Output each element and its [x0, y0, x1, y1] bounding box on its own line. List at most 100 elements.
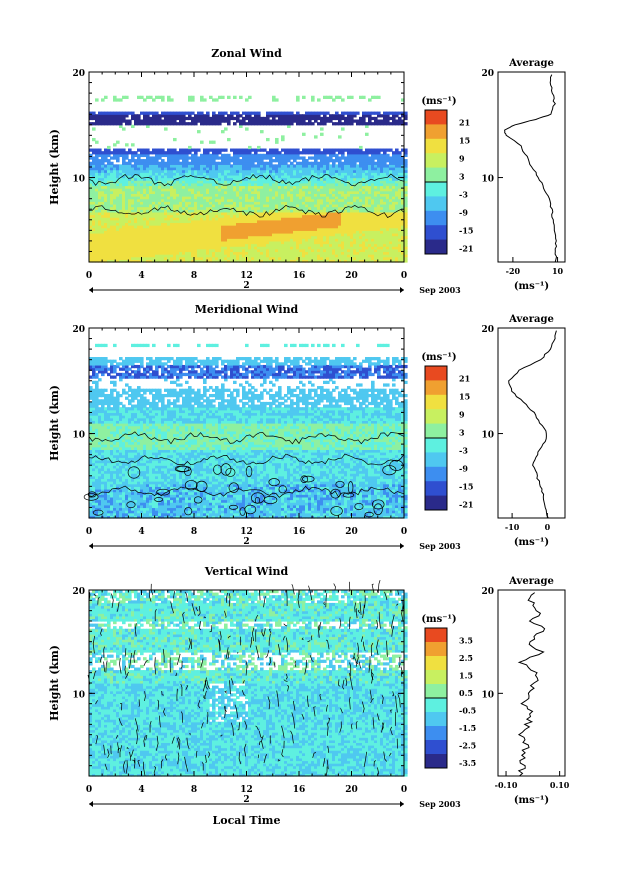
colorbar-tick-label: 15 — [459, 136, 470, 146]
x-tick-label: 12 — [240, 527, 253, 537]
contour-line — [313, 706, 316, 717]
x-tick-label: 20 — [345, 785, 358, 795]
contour-line — [242, 680, 245, 684]
colorbar-tick-label: 3 — [459, 428, 465, 438]
contour-line — [382, 465, 397, 476]
contour-line — [124, 674, 128, 679]
contour-line — [228, 482, 239, 493]
contour-line — [250, 637, 252, 648]
profile-frame — [497, 589, 566, 777]
contour-line — [377, 579, 381, 594]
contour-line — [261, 735, 264, 749]
profile-y-tick-label: 10 — [481, 431, 494, 441]
contour-line — [148, 589, 152, 602]
heatmap-field — [89, 95, 408, 263]
contour-line — [356, 656, 359, 665]
contour-line — [220, 463, 232, 476]
profile-y-tick-label: 10 — [481, 690, 494, 700]
contour-line — [95, 734, 99, 745]
colorbar-tick-label: 9 — [459, 154, 465, 164]
contour-line — [184, 756, 189, 772]
contour-line — [340, 708, 343, 714]
colorbar-tick-label: -2.5 — [459, 740, 476, 750]
colorbar-swatch — [425, 138, 447, 154]
contour-line — [373, 503, 383, 516]
profile-vertical: Average 10 20 -0.10 0.10(ms⁻¹) — [481, 576, 569, 806]
colorbar-swatch — [425, 124, 447, 140]
colorbar-tick-label: -9 — [459, 208, 468, 218]
colorbar-swatch — [425, 481, 447, 496]
contour-line — [133, 650, 136, 663]
x-tick-label: 4 — [138, 271, 144, 281]
date-marker: 2 — [243, 795, 249, 805]
contour-line — [206, 679, 210, 689]
contour-line — [390, 709, 393, 713]
contour-line — [231, 678, 234, 686]
colorbar-swatch — [425, 153, 447, 168]
contour-line — [217, 638, 221, 652]
contour-line — [129, 751, 132, 761]
contour-line — [83, 493, 99, 501]
profile-title: Average — [508, 58, 554, 69]
colorbar-tick-label: 0.5 — [459, 688, 473, 698]
colorbar-swatch — [425, 754, 447, 769]
contour-line — [342, 679, 345, 690]
contour-line — [395, 695, 398, 713]
colorbar-swatch — [425, 684, 447, 699]
contour-line — [286, 637, 288, 652]
contour-line — [349, 697, 351, 710]
contour-line — [227, 651, 230, 660]
x-tick-label: 12 — [240, 271, 253, 281]
contour-line — [201, 762, 204, 771]
panel-zonal: Zonal Wind 0 4 8 12 16 20 0 10 20 Height (km) 2 Sep … — [48, 47, 566, 295]
contour-line — [290, 730, 294, 744]
contour-line — [390, 726, 393, 736]
x-tick-label: 0 — [401, 785, 407, 795]
contour-line — [203, 695, 206, 700]
contour-line — [377, 767, 380, 775]
colorbar-tick-label: -21 — [459, 500, 473, 510]
contour-line — [283, 679, 288, 682]
contour-line — [153, 766, 157, 774]
x-tick-label: 4 — [138, 527, 144, 537]
colorbar-tick-label: 9 — [459, 410, 465, 420]
contour-line — [143, 761, 146, 776]
contour-line — [191, 603, 196, 616]
contour-line — [92, 509, 104, 516]
contour-line — [93, 670, 97, 679]
contour-line — [396, 738, 399, 749]
contour-line — [383, 751, 387, 762]
contour-line — [394, 711, 397, 726]
profile-line — [508, 330, 557, 519]
y-tick-label: 20 — [72, 69, 85, 79]
contour-line — [293, 700, 296, 711]
contour-line — [125, 760, 128, 774]
contour-line — [347, 481, 354, 494]
contour-line — [273, 661, 276, 668]
contour-line — [354, 602, 357, 613]
colorbar-swatch — [425, 225, 447, 240]
contour-line — [154, 609, 157, 622]
contour-line — [136, 729, 138, 745]
contour-line — [97, 596, 100, 605]
contour-line — [219, 630, 222, 640]
contour-line — [359, 602, 362, 616]
contour-line — [265, 650, 270, 659]
contour-line — [93, 593, 97, 597]
contour-line — [129, 652, 133, 669]
contour-line — [349, 672, 353, 690]
contour-line — [330, 488, 341, 499]
contour-line — [158, 715, 161, 728]
contour-line — [376, 639, 379, 656]
contour-line — [301, 475, 315, 483]
contour-line — [195, 750, 198, 758]
contour-line — [243, 743, 247, 757]
panel-vertical: Vertical Wind 0 4 8 12 16 20 0 10 20 Height (km) 2 S… — [48, 565, 570, 827]
y-tick-label: 10 — [72, 175, 85, 185]
contour-line — [268, 478, 280, 487]
contour-line — [400, 666, 404, 675]
contour-line — [174, 465, 190, 473]
contour-line — [326, 722, 329, 736]
contour-line — [361, 701, 365, 713]
